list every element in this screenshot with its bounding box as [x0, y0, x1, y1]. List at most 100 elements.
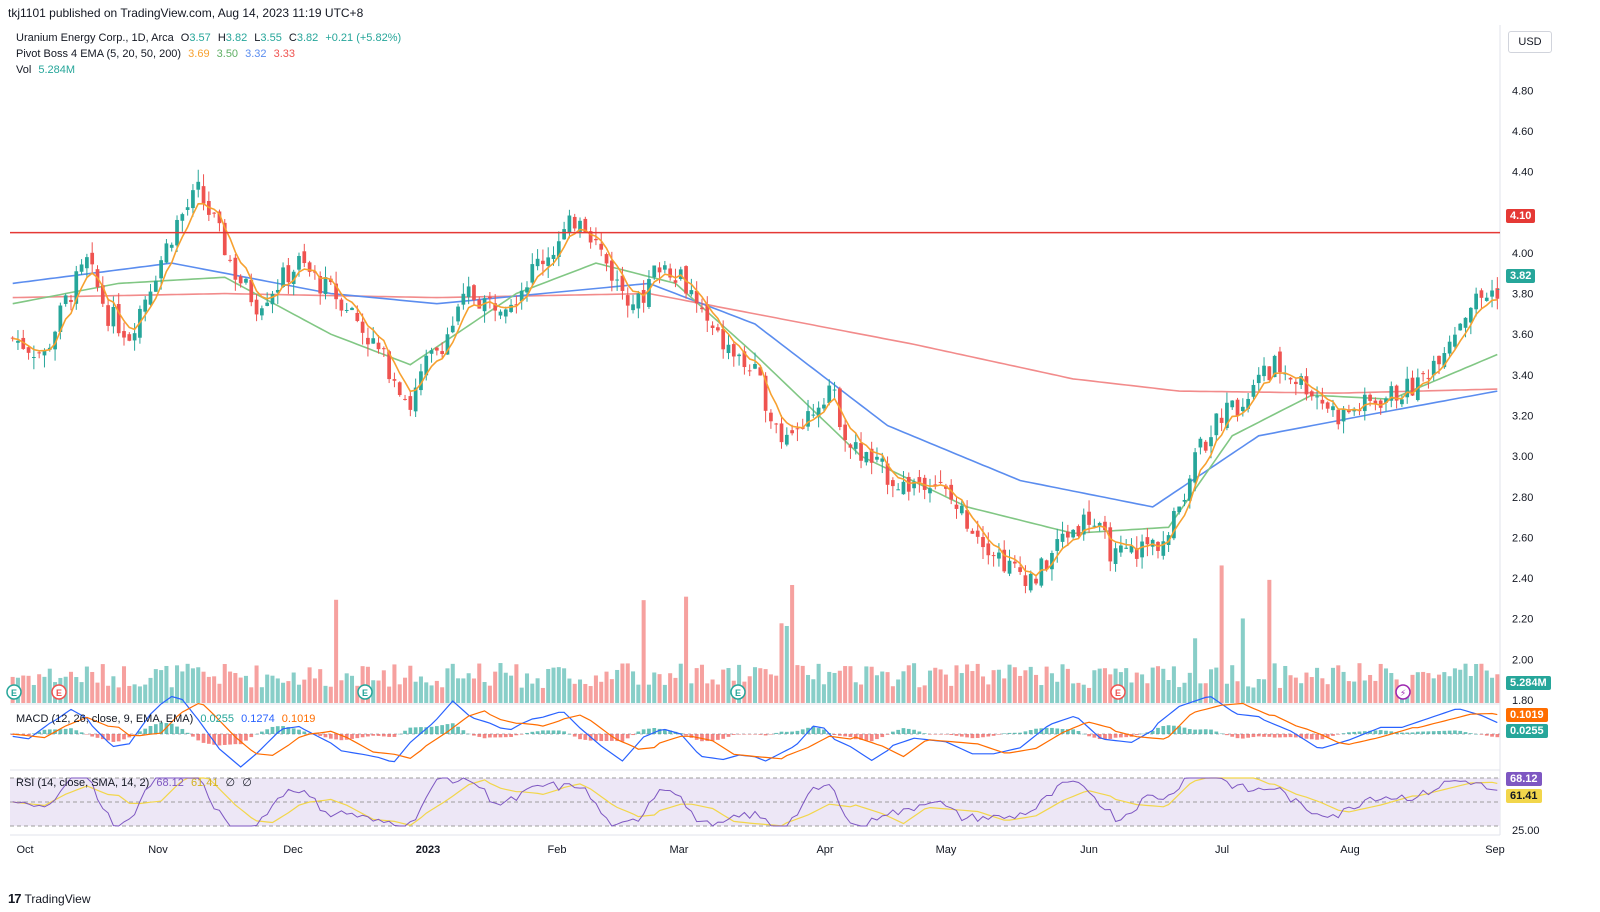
volume-bar	[1256, 679, 1261, 703]
volume-bar	[233, 673, 238, 703]
volume-bar	[562, 668, 567, 703]
macd-histogram-bar	[975, 734, 980, 738]
volume-bar	[1442, 672, 1447, 703]
volume-bar	[763, 669, 768, 703]
volume-bar	[1028, 666, 1033, 703]
candle-body	[26, 347, 31, 353]
volume-bar	[737, 664, 742, 703]
candle-body	[456, 306, 460, 322]
volume-bar	[880, 671, 885, 703]
candle-body	[291, 271, 296, 284]
candle-body	[1187, 478, 1192, 501]
price-tick-label: 3.80	[1512, 289, 1533, 301]
volume-bar	[487, 685, 492, 703]
macd-histogram-bar	[1087, 734, 1091, 737]
volume-bar	[243, 675, 248, 703]
price-axis[interactable]: 4.804.604.404.204.003.803.603.403.203.00…	[1512, 85, 1533, 707]
candle-body	[747, 370, 752, 372]
candle-body	[127, 334, 132, 341]
candle-body	[228, 259, 232, 261]
brand-name: TradingView	[24, 891, 91, 906]
volume-bar	[843, 666, 848, 703]
macd-histogram-bar	[1235, 734, 1240, 739]
candle-body	[286, 265, 291, 283]
macd-histogram-bar	[535, 731, 540, 734]
macd-histogram-bar	[381, 734, 386, 737]
volume-bar	[1484, 670, 1489, 703]
volume-bar	[1161, 668, 1166, 703]
volume-bar	[540, 687, 545, 703]
macd-histogram-bar	[1023, 731, 1028, 734]
candle-body	[906, 476, 911, 492]
macd-histogram-bar	[270, 726, 275, 734]
macd-histogram-bar	[848, 734, 853, 738]
macd-histogram-bar	[281, 726, 285, 734]
time-axis[interactable]: Oct Nov Dec 2023 Feb Mar Apr May Jun Jul Aug Sep	[16, 844, 1504, 856]
macd-histogram-bar	[148, 725, 153, 734]
candle-body	[164, 243, 169, 263]
macd-histogram-bar	[530, 731, 535, 734]
volume-bar	[381, 670, 386, 703]
macd-histogram-bar	[1161, 726, 1166, 734]
ema-legend[interactable]: Pivot Boss 4 EMA (5, 20, 50, 200) 3.69 3…	[16, 48, 299, 60]
earnings-markers: E E E E E ⚡	[6, 684, 1411, 700]
volume-bar	[662, 684, 667, 703]
volume-bar	[795, 665, 800, 703]
volume-bar	[169, 687, 174, 703]
volume-bar	[509, 675, 514, 703]
macd-histogram-bar	[1214, 731, 1219, 734]
volume-bar	[1447, 676, 1452, 703]
candle-body	[1495, 288, 1500, 299]
candle-body	[546, 257, 551, 266]
candle-body	[143, 299, 148, 312]
volume-bar	[408, 665, 413, 703]
vol-legend[interactable]: Vol 5.284M	[16, 64, 79, 76]
candle-body	[1034, 578, 1038, 584]
candle-body	[1278, 351, 1282, 373]
rsi-legend[interactable]: RSI (14, close, SMA, 14, 2) 68.12 61.41 …	[16, 776, 256, 789]
volume-bar	[493, 671, 498, 703]
tradingview-logo-icon: 17	[8, 891, 22, 906]
macd-histogram-bar	[1463, 732, 1468, 734]
candle-body	[1071, 529, 1076, 538]
macd-histogram-bar	[376, 734, 381, 736]
candle-body	[551, 254, 556, 259]
macd-histogram-bar	[164, 723, 169, 734]
macd-legend[interactable]: MACD (12, 26, close, 9, EMA, EMA) 0.0255…	[16, 713, 319, 725]
macd-histogram-bar	[456, 726, 460, 734]
volume-bar	[79, 682, 84, 703]
volume-bar	[837, 670, 842, 703]
macd-histogram-bar	[397, 733, 402, 735]
candle-body	[684, 266, 688, 294]
currency-button[interactable]: USD	[1508, 31, 1552, 53]
volume-bar	[1341, 671, 1346, 703]
candle-body	[859, 442, 863, 461]
symbol-name[interactable]: Uranium Energy Corp., 1D, Arca	[16, 32, 174, 44]
macd-histogram-bar	[816, 728, 821, 734]
macd-histogram-bar	[424, 727, 429, 734]
rsi-tick-label: 25.00	[1512, 825, 1540, 837]
candle-body	[355, 312, 360, 321]
macd-histogram-bar	[58, 729, 63, 734]
candle-body	[1119, 545, 1123, 553]
volume-bar	[445, 668, 450, 703]
candle-body	[1437, 355, 1441, 365]
macd-histogram-bar	[1140, 733, 1144, 735]
macd-histogram-bar	[1368, 730, 1372, 734]
macd-histogram-bar	[1182, 727, 1187, 734]
macd-label: MACD (12, 26, close, 9, EMA, EMA)	[16, 713, 194, 725]
macd-histogram-bar	[175, 726, 179, 734]
volume-bar	[689, 683, 694, 703]
volume-bar	[1097, 668, 1102, 703]
volume-bar	[1315, 667, 1320, 703]
volume-bar	[1193, 638, 1198, 703]
candle-body	[620, 275, 625, 291]
candle-body	[1039, 558, 1044, 586]
candle-body	[567, 215, 572, 234]
candle-body	[1336, 409, 1341, 425]
earnings-letter: E	[735, 688, 741, 698]
candle-body	[344, 309, 349, 311]
macd-histogram-bar	[625, 734, 630, 739]
macd-histogram-bar	[1002, 733, 1007, 734]
